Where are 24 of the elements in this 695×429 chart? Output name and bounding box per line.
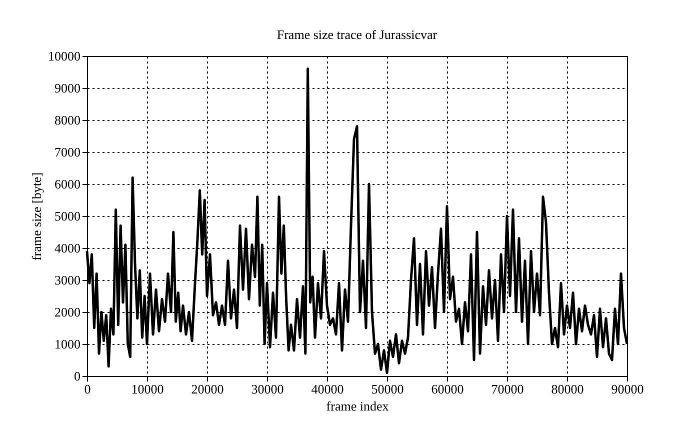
- y-tick-label: 0: [74, 368, 80, 384]
- x-tick-label: 80000: [551, 382, 584, 396]
- y-tick-label: 2000: [54, 304, 80, 320]
- y-tick-label: 5000: [54, 208, 80, 224]
- y-tick-label: 6000: [54, 176, 80, 192]
- y-tick-label: 1000: [54, 336, 80, 352]
- x-axis-title: frame index: [326, 398, 390, 414]
- x-tick-label: 60000: [431, 382, 464, 396]
- x-tick-label: 90000: [611, 382, 644, 396]
- x-tick-label: 30000: [251, 382, 284, 396]
- x-tick-label: 10000: [131, 382, 164, 396]
- y-axis-title: frame size [byte]: [29, 172, 44, 261]
- y-tick-label: 10000: [48, 48, 80, 64]
- y-tick-label: 9000: [54, 80, 80, 96]
- y-tick-label: 4000: [54, 240, 80, 256]
- y-tick-label: 8000: [54, 112, 80, 128]
- x-tick-label: 50000: [371, 382, 404, 396]
- y-tick-label: 7000: [54, 144, 80, 160]
- y-tick-label: 3000: [54, 272, 80, 288]
- chart-title: Frame size trace of Jurassicvar: [276, 27, 438, 42]
- x-tick-label: 20000: [191, 382, 224, 396]
- x-tick-label: 0: [84, 382, 91, 396]
- x-tick-label: 40000: [311, 382, 344, 396]
- x-tick-label: 70000: [491, 382, 524, 396]
